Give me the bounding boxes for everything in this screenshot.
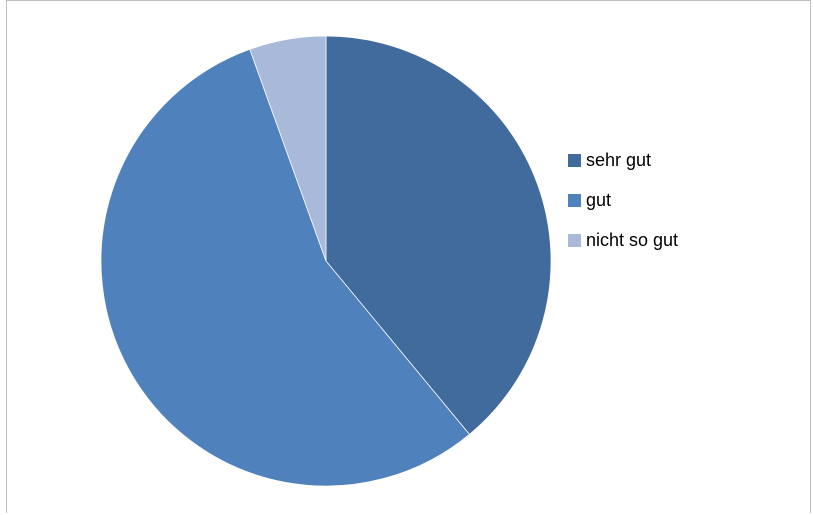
pie-slice-sehr-gut	[325, 35, 552, 435]
legend-label-gut: gut	[586, 189, 612, 210]
legend-label-nicht-so-gut: nicht so gut	[586, 229, 679, 250]
legend-swatch-gut	[568, 193, 581, 207]
legend-swatch-nicht-so-gut	[568, 233, 581, 247]
legend-item-nicht-so-gut: nicht so gut	[568, 220, 788, 260]
legend-label-sehr-gut: sehr gut	[586, 149, 652, 170]
legend-item-gut: gut	[568, 180, 788, 220]
legend: sehr gut gut nicht so gut	[568, 140, 788, 260]
pie-slice-nicht-so-gut	[249, 35, 327, 262]
legend-item-sehr-gut: sehr gut	[568, 140, 788, 180]
pie-slices	[100, 35, 552, 487]
legend-swatch-sehr-gut	[568, 153, 581, 167]
pie-slice-gut	[100, 48, 470, 487]
